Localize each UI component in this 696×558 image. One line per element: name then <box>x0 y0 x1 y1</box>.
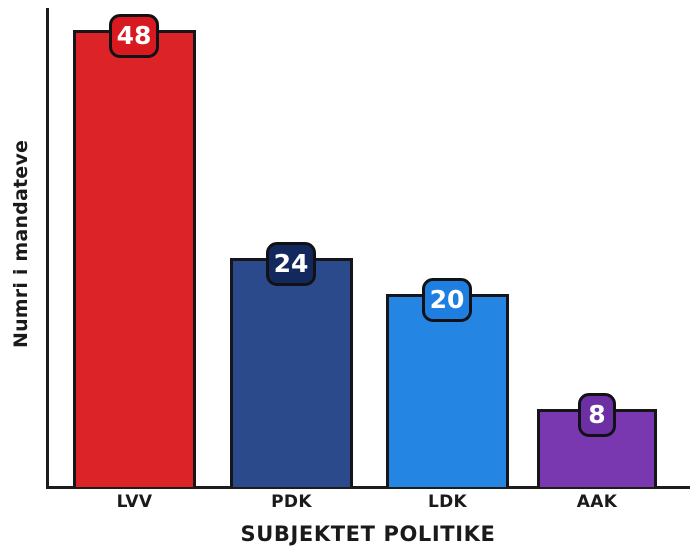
x-axis-title: SUBJEKTET POLITIKE <box>240 522 496 546</box>
y-axis-line <box>46 8 49 489</box>
bar-ldk[interactable] <box>386 294 509 487</box>
plot-area: 48 24 20 8 <box>49 0 690 487</box>
x-tick-label-pdk: PDK <box>271 492 312 512</box>
x-tick-label-aak: AAK <box>576 492 618 512</box>
x-tick-label-ldk: LDK <box>427 492 468 512</box>
y-axis-title-text: Numri i mandateve <box>10 139 32 348</box>
bar-value-label-pdk: 24 <box>273 248 309 278</box>
bar-value-label-aak: 8 <box>588 399 606 429</box>
bar-value-label-ldk: 20 <box>429 284 465 314</box>
bar-value-badge-lvv: 48 <box>109 14 159 58</box>
bar-pdk[interactable] <box>230 258 353 487</box>
bar-lvv[interactable] <box>73 30 196 487</box>
bar-value-badge-ldk: 20 <box>422 278 472 322</box>
y-axis-title: Numri i mandateve <box>0 0 42 487</box>
x-axis-line <box>46 486 690 489</box>
bar-value-label-lvv: 48 <box>116 20 152 50</box>
bar-value-badge-pdk: 24 <box>266 242 316 286</box>
bar-value-badge-aak: 8 <box>578 393 616 437</box>
x-tick-label-lvv: LVV <box>116 492 153 512</box>
